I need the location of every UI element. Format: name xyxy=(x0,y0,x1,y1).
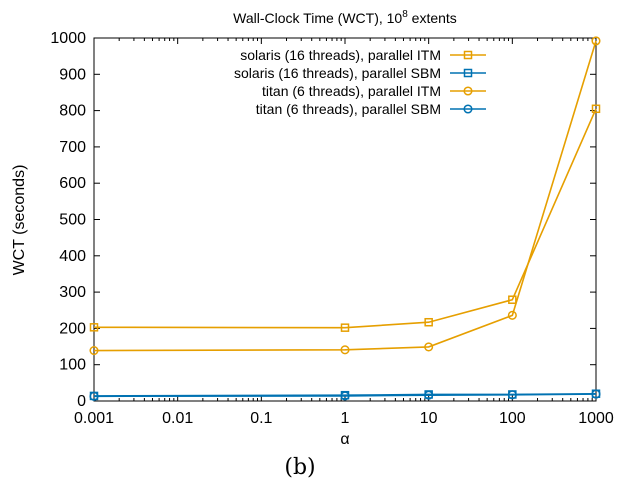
chart-title-exponent: 8 xyxy=(402,9,408,20)
x-tick-label: 10 xyxy=(420,410,438,427)
data-point xyxy=(508,295,517,304)
series-3 xyxy=(89,36,601,356)
series-1 xyxy=(89,104,601,332)
y-tick-label: 100 xyxy=(59,357,86,374)
data-point xyxy=(340,345,350,355)
y-tick-label: 800 xyxy=(59,103,86,120)
x-axis-label: α xyxy=(340,431,349,448)
data-point xyxy=(340,391,350,401)
y-tick-label: 300 xyxy=(59,284,86,301)
data-point xyxy=(591,36,601,46)
data-point xyxy=(591,389,601,399)
data-point xyxy=(424,390,434,400)
y-tick-label: 700 xyxy=(59,139,86,156)
legend-swatch-marker xyxy=(463,104,473,114)
legend-swatch-marker xyxy=(463,68,473,78)
series-line xyxy=(93,108,597,329)
legend-entry: solaris (16 threads), parallel ITM xyxy=(240,47,486,63)
y-tick-label: 1000 xyxy=(50,30,86,47)
legend-entry: titan (6 threads), parallel SBM xyxy=(256,101,486,117)
data-point xyxy=(89,323,99,332)
y-tick-label: 500 xyxy=(59,212,86,229)
y-tick-label: 200 xyxy=(59,320,86,337)
data-point xyxy=(89,345,99,356)
legend-swatch-marker xyxy=(463,86,473,96)
legend-label: titan (6 threads), parallel SBM xyxy=(256,101,441,117)
y-tick-label: 0 xyxy=(77,393,86,410)
chart-title-main: Wall-Clock Time (WCT), 10 xyxy=(233,10,402,26)
data-point xyxy=(591,104,601,114)
series-layer xyxy=(89,36,601,401)
x-tick-label: 1000 xyxy=(578,410,614,427)
series-line xyxy=(93,393,597,398)
legend-swatch-marker xyxy=(463,50,473,60)
legend-entry: titan (6 threads), parallel ITM xyxy=(262,83,486,99)
series-4 xyxy=(89,389,601,401)
data-point xyxy=(424,317,433,327)
y-tick-label: 900 xyxy=(59,66,86,83)
x-tick-label: 1 xyxy=(341,410,350,427)
data-point xyxy=(89,391,99,401)
chart-title-suffix: extents xyxy=(408,10,457,26)
x-tick-label: 0.1 xyxy=(250,410,272,427)
x-tick-labels: 0.001 0.01 0.1 1 10 100 1000 xyxy=(74,410,614,427)
y-tick-labels: 0 100 200 300 400 500 600 700 800 900 1000 xyxy=(50,30,86,410)
x-tick-label: 0.001 xyxy=(74,410,114,427)
data-point xyxy=(507,310,517,320)
x-tick-label: 100 xyxy=(499,410,526,427)
figure-caption: (b) xyxy=(284,455,315,480)
legend-label: titan (6 threads), parallel ITM xyxy=(262,83,441,99)
chart-title: Wall-Clock Time (WCT), 108 extents xyxy=(233,9,457,26)
data-point xyxy=(424,342,434,352)
x-tick-label: 0.01 xyxy=(162,410,193,427)
legend-label: solaris (16 threads), parallel SBM xyxy=(234,65,441,81)
data-point xyxy=(340,323,350,332)
series-line xyxy=(93,40,597,352)
y-tick-label: 600 xyxy=(59,175,86,192)
data-point xyxy=(507,390,517,400)
legend: solaris (16 threads), parallel ITM solari… xyxy=(234,47,486,117)
legend-entry: solaris (16 threads), parallel SBM xyxy=(234,65,486,81)
legend-label: solaris (16 threads), parallel ITM xyxy=(240,47,441,63)
y-axis-label: WCT (seconds) xyxy=(11,165,28,276)
y-tick-label: 400 xyxy=(59,248,86,265)
axis-ticks xyxy=(93,37,597,402)
